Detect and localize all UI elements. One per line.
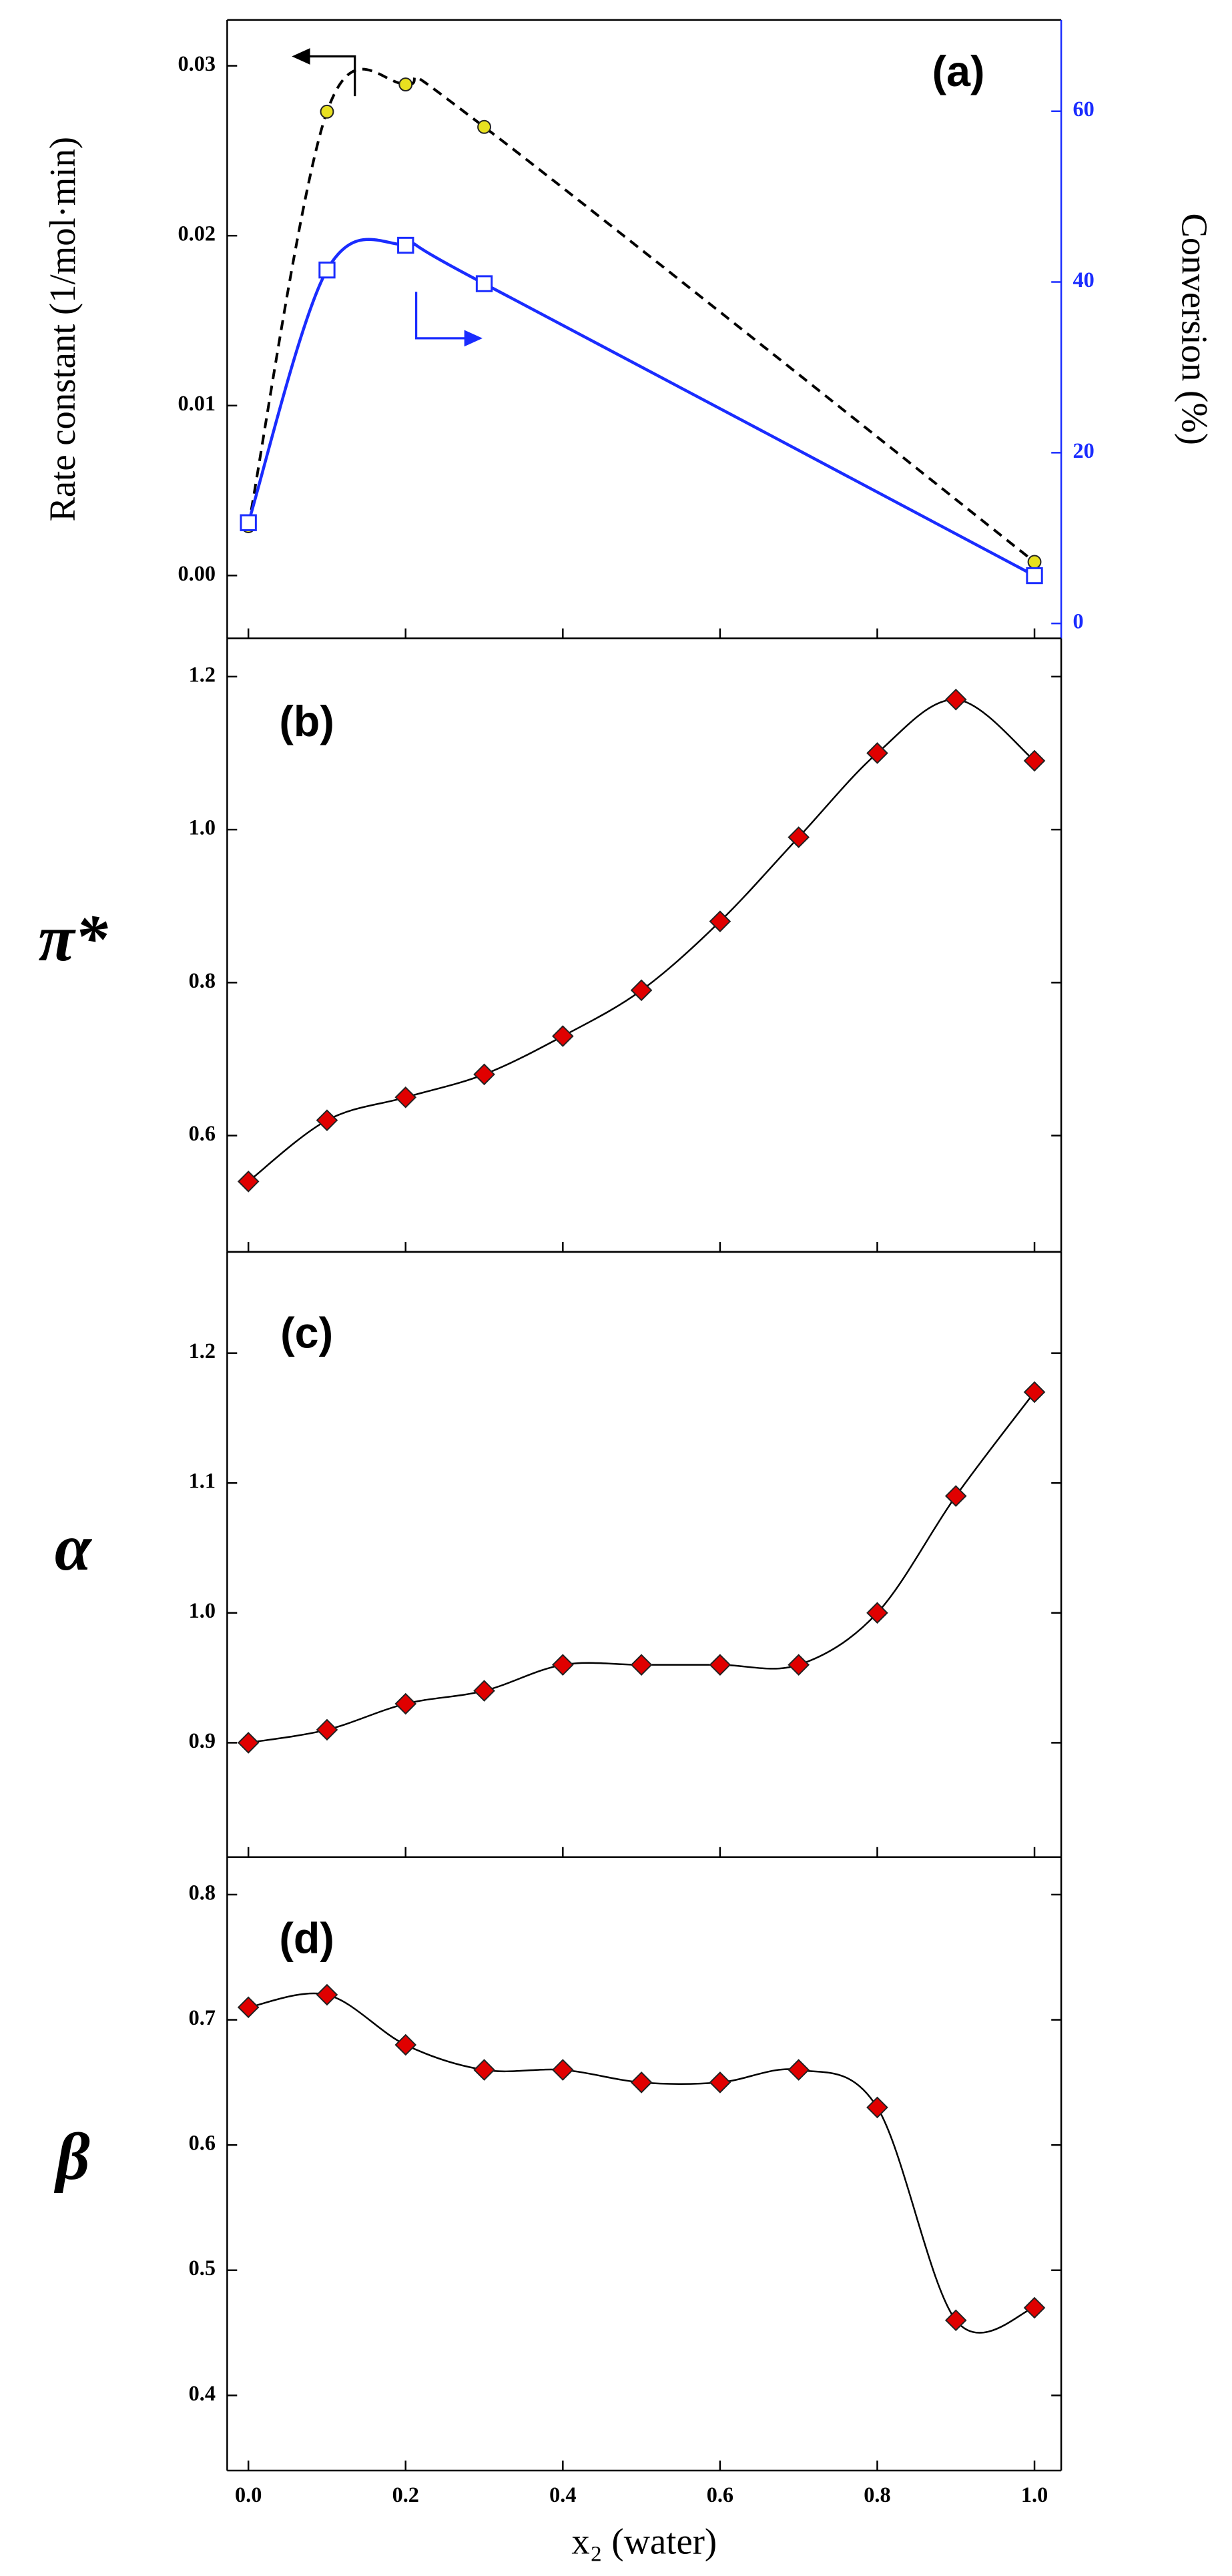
marker <box>552 2059 574 2081</box>
fit-curve <box>248 699 1035 1183</box>
panel-label: (d) <box>279 1914 334 1962</box>
marker <box>237 1171 260 1193</box>
y-axis-label: π* <box>38 902 108 975</box>
marker <box>709 2071 731 2094</box>
marker <box>394 1086 417 1108</box>
marker <box>473 1680 495 1702</box>
marker <box>240 514 257 531</box>
y-tick-label: 0.01 <box>178 391 215 415</box>
y-tick-label: 1.2 <box>189 662 216 686</box>
y-tick-label: 1.0 <box>189 1598 216 1622</box>
marker <box>630 979 653 1002</box>
y-tick-label: 0.6 <box>189 2131 216 2155</box>
marker <box>1023 1381 1046 1403</box>
marker <box>237 1996 260 2019</box>
x-axis-label: x₂ (water) <box>571 2521 717 2561</box>
y-tick-label: 0.5 <box>189 2256 216 2280</box>
marker <box>398 77 413 92</box>
y-axis-label: α <box>55 1511 93 1584</box>
marker <box>477 119 491 134</box>
x-tick-label: 0.6 <box>707 2483 733 2507</box>
marker <box>866 742 888 764</box>
marker <box>1026 567 1043 585</box>
y-tick-label: 0.6 <box>189 1121 216 1145</box>
marker <box>944 2309 967 2332</box>
panel-label: (a) <box>932 47 985 95</box>
y2-axis-label: Conversion (%) <box>1174 213 1215 445</box>
marker <box>709 1654 731 1676</box>
y-tick-label: 0.02 <box>178 222 215 246</box>
y-axis-label: Rate constant (1/mol·min) <box>42 137 83 522</box>
x-tick-label: 0.2 <box>392 2483 419 2507</box>
arrow-left-axis <box>292 48 356 97</box>
y-tick-label: 1.1 <box>189 1469 216 1493</box>
marker <box>788 1654 810 1676</box>
panel-label: (b) <box>279 697 334 745</box>
marker <box>866 2096 888 2119</box>
marker <box>318 261 336 279</box>
y2-tick-label: 40 <box>1072 268 1094 292</box>
marker <box>394 2033 417 2056</box>
marker <box>866 1602 888 1624</box>
x-tick-label: 0.4 <box>549 2483 576 2507</box>
y2-tick-label: 20 <box>1072 438 1094 462</box>
marker <box>630 1654 653 1676</box>
marker <box>1023 2296 1046 2319</box>
x-tick-label: 0.0 <box>235 2483 262 2507</box>
marker <box>1027 555 1042 569</box>
marker <box>630 2071 653 2094</box>
y-tick-label: 0.8 <box>189 1880 216 1904</box>
arrow-right-axis <box>415 292 483 347</box>
marker <box>944 688 967 711</box>
marker <box>394 1692 417 1715</box>
marker <box>944 1485 967 1508</box>
marker <box>316 1109 338 1131</box>
marker <box>316 1718 338 1741</box>
fit-curve <box>248 1391 1036 1744</box>
fit-curve <box>247 238 1036 577</box>
y-tick-label: 0.7 <box>189 2005 216 2029</box>
y-tick-label: 0.8 <box>189 968 216 992</box>
marker <box>1023 749 1046 772</box>
y-axis-label: β <box>53 2120 90 2194</box>
y-tick-label: 1.0 <box>189 816 216 840</box>
marker <box>237 1732 260 1754</box>
y2-tick-label: 0 <box>1072 609 1083 633</box>
x-tick-label: 0.8 <box>864 2483 890 2507</box>
fit-curve <box>248 1992 1035 2334</box>
panel-label: (c) <box>280 1309 333 1357</box>
fit-curve <box>247 67 1036 563</box>
y-tick-label: 0.00 <box>178 561 215 585</box>
marker <box>788 826 810 848</box>
y2-tick-label: 60 <box>1072 97 1094 121</box>
marker <box>475 275 493 292</box>
marker <box>320 104 334 119</box>
marker <box>552 1654 574 1676</box>
marker <box>552 1025 574 1047</box>
y-tick-label: 0.9 <box>189 1728 216 1752</box>
marker <box>473 1063 495 1086</box>
x-tick-label: 1.0 <box>1021 2483 1048 2507</box>
y-tick-label: 0.4 <box>189 2381 216 2405</box>
marker <box>709 910 731 932</box>
marker <box>397 236 414 254</box>
y-tick-label: 0.03 <box>178 51 215 75</box>
marker <box>316 1983 338 2006</box>
y-tick-label: 1.2 <box>189 1339 216 1363</box>
marker <box>788 2059 810 2081</box>
marker <box>473 2059 495 2081</box>
